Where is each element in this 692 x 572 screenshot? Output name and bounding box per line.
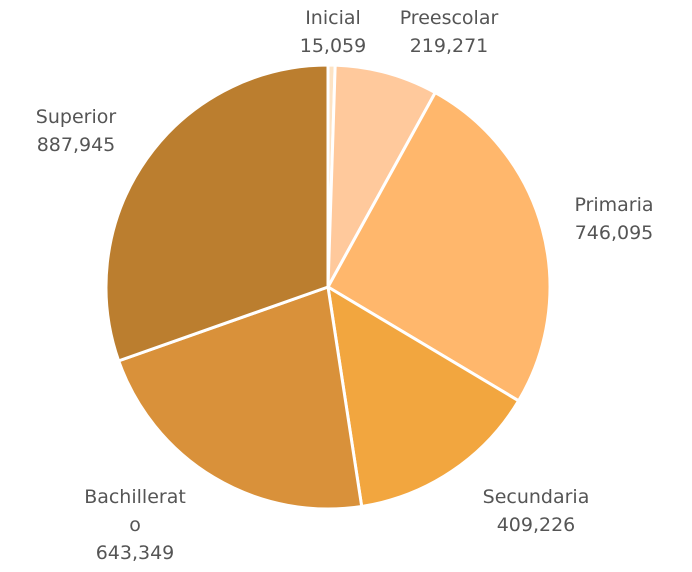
- data-label: Superior 887,945: [0, 103, 176, 159]
- pie-slice: [326, 284, 521, 509]
- pie-slice: [325, 90, 552, 403]
- data-label: Secundaria 409,226: [436, 483, 636, 539]
- data-label: Bachillerato 643,349: [79, 483, 191, 567]
- pie-slice: [116, 284, 364, 511]
- category-label: Inicial: [305, 7, 361, 29]
- category-label: Secundaria: [482, 486, 590, 508]
- pie-slice: [104, 63, 330, 363]
- category-label: Superior: [35, 106, 117, 128]
- value-label: 643,349: [95, 542, 175, 564]
- category-label: Bachillerato: [84, 486, 186, 536]
- value-label: 746,095: [574, 222, 654, 244]
- value-label: 409,226: [496, 514, 576, 536]
- value-label: 15,059: [299, 35, 367, 57]
- pie-slice: [326, 63, 438, 288]
- category-label: Preescolar: [399, 7, 499, 29]
- data-label: Primaria 746,095: [514, 191, 692, 247]
- category-label: Primaria: [574, 194, 654, 216]
- value-label: 887,945: [36, 134, 116, 156]
- data-label: Inicial 15,059: [233, 4, 433, 60]
- data-label: Preescolar 219,271: [349, 4, 549, 60]
- value-label: 219,271: [409, 35, 489, 57]
